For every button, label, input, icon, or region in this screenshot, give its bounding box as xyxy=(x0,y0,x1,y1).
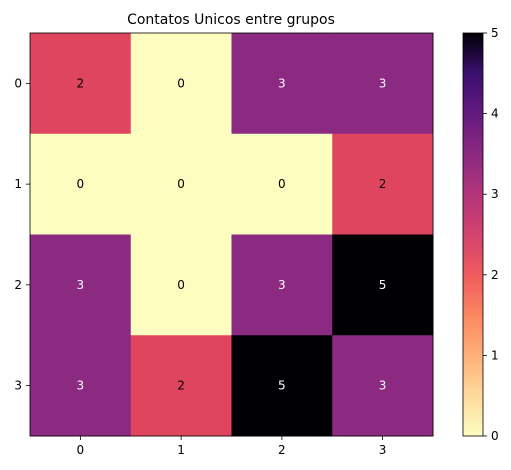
x-tick-label: 0 xyxy=(77,443,85,457)
cell-value-label: 2 xyxy=(177,379,185,393)
colorbar-axis: 0 1 2 3 4 5 xyxy=(483,26,499,443)
x-tick-label: 3 xyxy=(379,443,387,457)
heatmap-cell-2-3 xyxy=(332,234,434,336)
cell-value-label: 3 xyxy=(278,76,286,90)
heatmap-cell-3-2 xyxy=(231,335,333,437)
cell-value-label: 2 xyxy=(379,177,387,191)
heatmap-cell-0-2 xyxy=(231,33,333,135)
heatmap-cell-0-0 xyxy=(30,33,132,135)
colorbar-tick-label: 0 xyxy=(491,429,499,443)
cell-value-label: 2 xyxy=(77,76,85,90)
chart-title: Contatos Unicos entre grupos xyxy=(127,12,335,28)
cell-value-label: 0 xyxy=(177,76,185,90)
colorbar-tick-label: 5 xyxy=(491,26,499,40)
heatmap-cell-3-0 xyxy=(30,335,132,437)
heatmap-cell-2-0 xyxy=(30,234,132,336)
x-tick-label: 1 xyxy=(177,443,185,457)
colorbar-tick-label: 2 xyxy=(491,268,499,282)
cell-value-label: 0 xyxy=(278,177,286,191)
heatmap-cell-0-3 xyxy=(332,33,434,135)
colorbar-tick-label: 3 xyxy=(491,187,499,201)
cell-value-label: 5 xyxy=(379,278,387,292)
heatmap-cell-2-2 xyxy=(231,234,333,336)
heatmap-cell-1-1 xyxy=(130,133,232,235)
heatmap-cell-0-1 xyxy=(130,33,232,135)
plot-frame xyxy=(29,32,434,437)
x-tick-label: 2 xyxy=(278,443,286,457)
heatmap-cell-1-3 xyxy=(332,133,434,235)
cell-value-label: 3 xyxy=(77,379,85,393)
y-tick-label: 3 xyxy=(14,379,22,393)
heatmap-cell-2-1 xyxy=(130,234,232,336)
heatmap-cells: 2 0 3 3 0 0 0 2 3 0 3 5 3 2 5 3 xyxy=(30,33,434,437)
cell-value-label: 3 xyxy=(77,278,85,292)
heatmap-cell-3-1 xyxy=(130,335,232,437)
cell-value-label: 3 xyxy=(278,278,286,292)
cell-value-label: 0 xyxy=(177,177,185,191)
cell-value-label: 3 xyxy=(379,379,387,393)
cell-value-label: 3 xyxy=(379,76,387,90)
cell-value-label: 0 xyxy=(77,177,85,191)
colorbar-tick-label: 1 xyxy=(491,348,499,362)
cell-value-label: 0 xyxy=(177,278,185,292)
x-axis: 0 1 2 3 xyxy=(77,436,387,457)
y-axis: 0 1 2 3 xyxy=(14,76,30,393)
y-tick-label: 0 xyxy=(14,76,22,90)
colorbar xyxy=(462,32,484,437)
y-tick-label: 1 xyxy=(14,177,22,191)
cell-value-label: 5 xyxy=(278,379,286,393)
heatmap-cell-3-3 xyxy=(332,335,434,437)
y-tick-label: 2 xyxy=(14,278,22,292)
heatmap-cell-1-0 xyxy=(30,133,132,235)
heatmap-cell-1-2 xyxy=(231,133,333,235)
colorbar-tick-label: 4 xyxy=(491,107,499,121)
